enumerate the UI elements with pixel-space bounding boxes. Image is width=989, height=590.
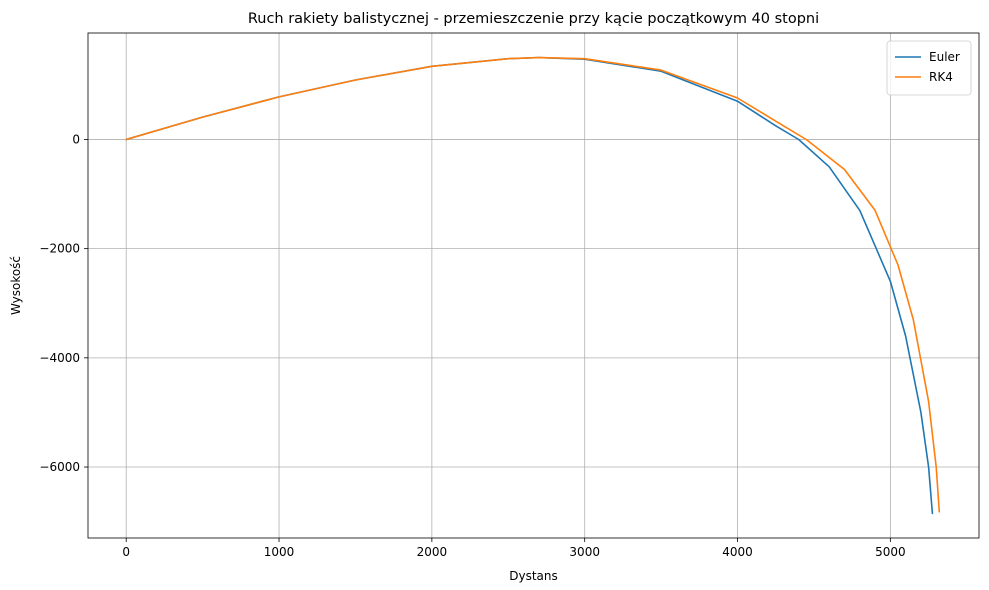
series-layer (125, 56, 941, 515)
x-tick-label: 2000 (417, 545, 448, 559)
y-tick-label: 0 (72, 132, 80, 146)
legend-box (886, 40, 972, 96)
legend: Euler RK4 (886, 40, 972, 96)
legend-label-euler: Euler (929, 50, 960, 64)
ticks: 0 1000 2000 3000 4000 5000 −6000 −4000 −2000 0 (39, 132, 905, 559)
x-tick-label: 0 (122, 545, 130, 559)
y-tick-label: −6000 (39, 460, 80, 474)
y-tick-label: −4000 (39, 351, 80, 365)
y-tick-label: −2000 (39, 242, 80, 256)
x-tick-label: 5000 (875, 545, 906, 559)
plot-frame (87, 32, 980, 539)
x-axis-label: Dystans (509, 569, 558, 583)
x-tick-label: 3000 (569, 545, 600, 559)
x-tick-label: 4000 (722, 545, 753, 559)
chart-title: Ruch rakiety balistycznej - przemieszcze… (248, 11, 819, 27)
grid (88, 33, 979, 538)
x-tick-label: 1000 (264, 545, 295, 559)
legend-label-rk4: RK4 (929, 70, 953, 84)
series-line-rk4 (125, 56, 941, 513)
y-axis-label: Wysokość (9, 256, 23, 315)
